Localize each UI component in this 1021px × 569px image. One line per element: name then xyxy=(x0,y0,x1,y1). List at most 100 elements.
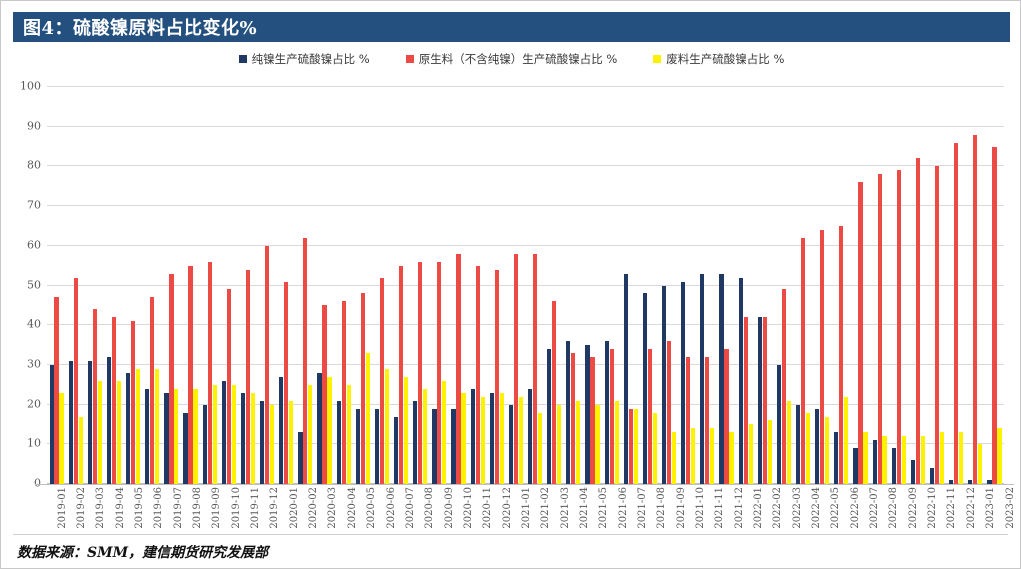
bar[interactable] xyxy=(623,273,628,484)
bar[interactable] xyxy=(647,349,653,484)
bar[interactable] xyxy=(863,432,868,484)
bar[interactable] xyxy=(456,253,461,484)
bar[interactable] xyxy=(365,353,370,484)
bar[interactable] xyxy=(59,392,64,484)
bar[interactable] xyxy=(327,376,332,484)
bar[interactable] xyxy=(762,317,767,484)
bar[interactable] xyxy=(719,273,724,484)
bar[interactable] xyxy=(700,273,705,484)
bar[interactable] xyxy=(920,436,925,484)
bar[interactable] xyxy=(226,289,231,484)
bar[interactable] xyxy=(915,158,920,484)
bar[interactable] xyxy=(896,170,901,484)
bar[interactable] xyxy=(68,360,73,484)
bar[interactable] xyxy=(49,364,54,484)
bar[interactable] xyxy=(666,341,672,484)
bar[interactable] xyxy=(418,261,423,484)
legend-item-primary-material[interactable]: 原生料（不含纯镍）生产硫酸镍占比 % xyxy=(405,51,617,67)
bar[interactable] xyxy=(298,432,303,484)
bar[interactable] xyxy=(825,416,830,484)
bar[interactable] xyxy=(92,309,97,484)
bar[interactable] xyxy=(681,281,686,484)
bar[interactable] xyxy=(494,269,499,484)
bar[interactable] xyxy=(686,356,691,484)
bar[interactable] xyxy=(710,428,715,484)
bar[interactable] xyxy=(78,416,83,484)
bar[interactable] xyxy=(834,432,839,484)
bar[interactable] xyxy=(423,388,428,484)
bar[interactable] xyxy=(346,384,351,484)
bar[interactable] xyxy=(590,356,595,484)
bar[interactable] xyxy=(470,388,475,484)
bar[interactable] xyxy=(489,392,494,484)
legend-item-scrap[interactable]: 废料生产硫酸镍占比 % xyxy=(653,51,784,67)
bar[interactable] xyxy=(265,245,270,484)
bar[interactable] xyxy=(757,317,762,484)
bar[interactable] xyxy=(260,400,265,484)
bar[interactable] xyxy=(164,392,169,484)
bar[interactable] xyxy=(805,412,811,484)
bar[interactable] xyxy=(475,265,480,484)
bar[interactable] xyxy=(508,404,514,484)
bar[interactable] xyxy=(566,341,571,484)
bar[interactable] xyxy=(691,428,696,484)
bar[interactable] xyxy=(174,388,179,484)
bar[interactable] xyxy=(322,305,327,484)
bar[interactable] xyxy=(576,400,581,484)
bar[interactable] xyxy=(929,468,935,484)
bar[interactable] xyxy=(245,269,251,484)
bar[interactable] xyxy=(399,265,404,484)
bar[interactable] xyxy=(106,356,112,484)
bar[interactable] xyxy=(513,253,519,484)
bar[interactable] xyxy=(767,420,772,484)
bar[interactable] xyxy=(432,408,437,484)
bar[interactable] xyxy=(413,400,418,484)
bar[interactable] xyxy=(303,237,308,484)
bar[interactable] xyxy=(642,293,648,484)
bar[interactable] xyxy=(992,146,997,484)
bar[interactable] xyxy=(959,432,964,484)
bar[interactable] xyxy=(973,134,978,484)
bar[interactable] xyxy=(188,265,193,484)
bar[interactable] xyxy=(877,174,882,484)
bar[interactable] xyxy=(748,424,753,484)
bar[interactable] xyxy=(360,293,365,484)
bar[interactable] xyxy=(858,182,863,484)
bar[interactable] xyxy=(820,229,825,484)
bar[interactable] xyxy=(891,448,896,484)
bar[interactable] xyxy=(815,408,820,484)
bar[interactable] xyxy=(131,321,136,484)
bar[interactable] xyxy=(289,400,294,484)
bar[interactable] xyxy=(250,392,256,484)
bar[interactable] xyxy=(341,301,346,484)
bar[interactable] xyxy=(628,408,633,484)
bar[interactable] xyxy=(949,480,954,484)
bar[interactable] xyxy=(111,317,117,484)
bar[interactable] xyxy=(738,277,743,484)
bar[interactable] xyxy=(394,416,399,484)
bar[interactable] xyxy=(776,364,782,484)
bar[interactable] xyxy=(221,380,226,484)
bar[interactable] xyxy=(442,380,447,484)
bar[interactable] xyxy=(724,349,729,484)
bar[interactable] xyxy=(317,372,322,484)
bar[interactable] xyxy=(662,285,667,484)
bar[interactable] xyxy=(437,261,442,484)
bar[interactable] xyxy=(939,432,945,484)
bar[interactable] xyxy=(183,412,188,484)
bar[interactable] xyxy=(231,384,236,484)
bar[interactable] xyxy=(97,380,102,484)
bar[interactable] xyxy=(355,408,360,484)
bar[interactable] xyxy=(240,392,246,484)
bar[interactable] xyxy=(136,368,141,484)
bar[interactable] xyxy=(595,404,600,484)
bar[interactable] xyxy=(480,396,485,484)
bar[interactable] xyxy=(844,396,849,484)
bar[interactable] xyxy=(547,349,552,484)
bar[interactable] xyxy=(795,404,801,484)
bar[interactable] xyxy=(384,368,390,484)
bar[interactable] xyxy=(609,349,614,484)
bar[interactable] xyxy=(207,261,212,484)
bar[interactable] xyxy=(671,432,677,484)
bar[interactable] xyxy=(528,388,533,484)
